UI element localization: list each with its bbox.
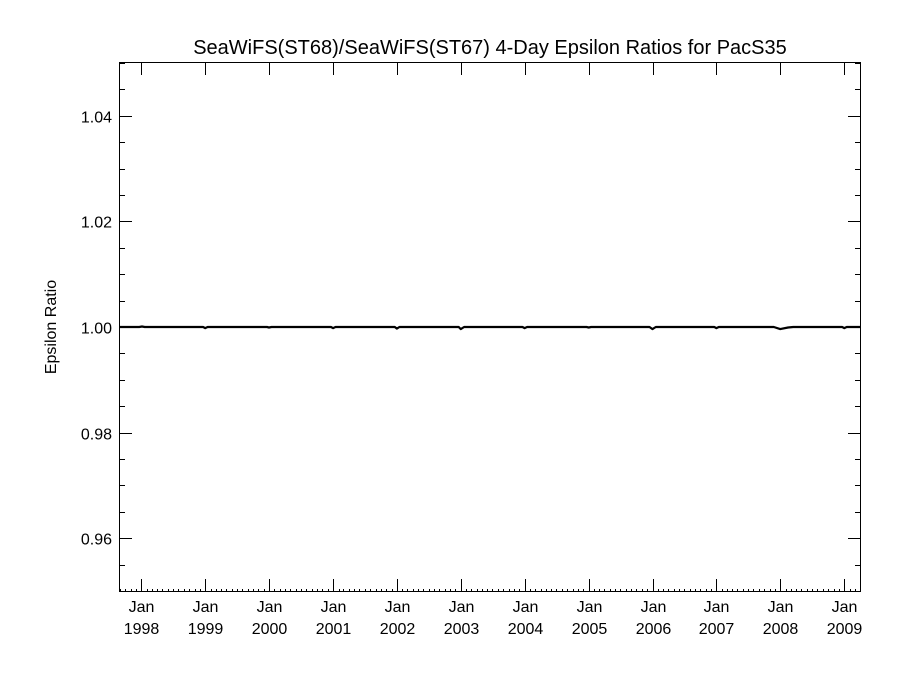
- x-tick-label-year: 2001: [316, 621, 352, 638]
- y-tick-label: 1.02: [81, 215, 112, 232]
- x-tick-label-month: Jan: [449, 599, 475, 616]
- x-tick-label-month: Jan: [513, 599, 539, 616]
- plot-frame: [119, 62, 861, 592]
- chart-title: SeaWiFS(ST68)/SeaWiFS(ST67) 4-Day Epsilo…: [193, 37, 787, 59]
- x-tick-label-month: Jan: [641, 599, 667, 616]
- x-tick-label-month: Jan: [321, 599, 347, 616]
- x-tick-label-month: Jan: [257, 599, 283, 616]
- x-tick-label-year: 2002: [380, 621, 416, 638]
- x-tick-label-year: 2005: [572, 621, 608, 638]
- y-axis-ticks: 0.96 0.98 1.00 1.02 1.04: [81, 110, 860, 549]
- x-axis-ticks: Jan 1998 Jan 1999 Jan 2000 Jan 2001 Jan 2002 Jan 20…: [124, 63, 863, 638]
- x-tick-label-month: Jan: [704, 599, 730, 616]
- x-tick-label-month: Jan: [193, 599, 219, 616]
- series-layer: [120, 325, 860, 331]
- x-tick-label-month: Jan: [129, 599, 155, 616]
- y-tick-label: 1.00: [81, 321, 112, 338]
- x-tick-label-year: 2004: [508, 621, 544, 638]
- y-tick-label: 0.98: [81, 427, 112, 444]
- x-tick-label-year: 2008: [763, 621, 799, 638]
- x-tick-label-year: 2006: [636, 621, 672, 638]
- y-axis-label: Epsilon Ratio: [43, 280, 60, 374]
- x-tick-label-month: Jan: [385, 599, 411, 616]
- x-tick-label-month: Jan: [768, 599, 794, 616]
- x-tick-label-year: 2000: [252, 621, 288, 638]
- epsilon-ratio-series-line: [120, 325, 860, 331]
- y-tick-label: 0.96: [81, 532, 112, 549]
- x-tick-label-year: 1999: [188, 621, 224, 638]
- x-tick-label-year: 2007: [699, 621, 735, 638]
- y-tick-label: 1.04: [81, 110, 112, 127]
- x-tick-label-month: Jan: [577, 599, 603, 616]
- x-tick-label-year: 1998: [124, 621, 160, 638]
- x-tick-label-year: 2003: [444, 621, 480, 638]
- x-tick-label-year: 2009: [827, 621, 863, 638]
- x-tick-label-month: Jan: [832, 599, 858, 616]
